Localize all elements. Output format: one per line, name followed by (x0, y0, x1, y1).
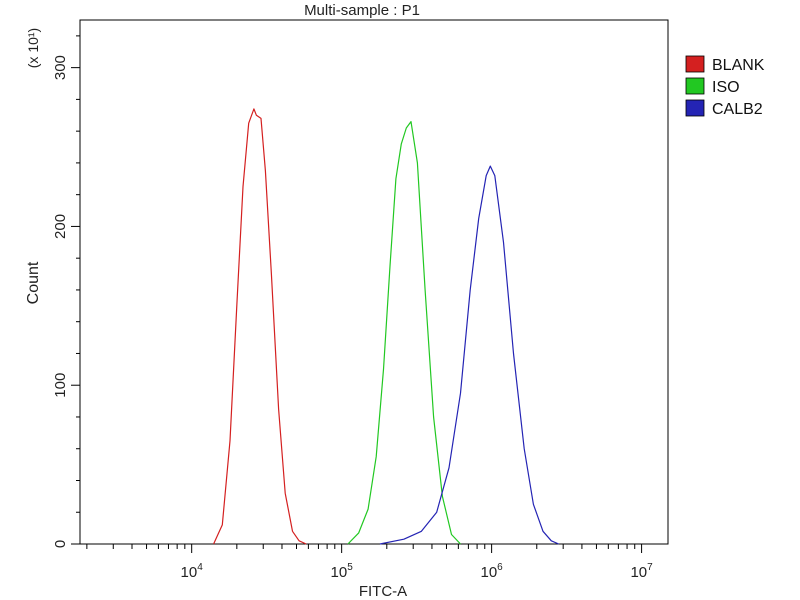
series-line-iso (347, 120, 461, 545)
chart-title: Multi-sample : P1 (304, 2, 420, 19)
series-layer (213, 108, 559, 545)
legend-swatch (685, 77, 705, 95)
legend-swatch (685, 99, 705, 117)
legend-label: CALB2 (712, 101, 763, 118)
legend: BLANK ISO CALB2 (685, 55, 765, 118)
y-tick-label: 200 (52, 214, 69, 239)
x-tick-label: 104 (181, 562, 204, 581)
y-tick-label: 100 (52, 373, 69, 398)
y-axis-label: Count (25, 261, 42, 304)
y-tick-label: 0 (52, 540, 69, 548)
legend-label: BLANK (712, 57, 765, 74)
y-axis: 0 100 200 300 (52, 35, 80, 548)
plot-border (79, 19, 669, 545)
x-axis-label: FITC-A (359, 583, 407, 600)
y-axis-multiplier: (x 10¹) (25, 28, 41, 68)
x-axis: 104 105 106 107 (86, 544, 653, 581)
x-tick-label: 107 (630, 562, 653, 581)
x-tick-label: 106 (480, 562, 503, 581)
legend-swatch (685, 55, 705, 73)
series-line-blank (213, 108, 307, 545)
legend-label: ISO (712, 79, 740, 96)
x-tick-label: 105 (331, 562, 354, 581)
y-tick-label: 300 (52, 55, 69, 80)
plot-frame (79, 19, 669, 545)
series-line-calb2 (379, 165, 559, 545)
